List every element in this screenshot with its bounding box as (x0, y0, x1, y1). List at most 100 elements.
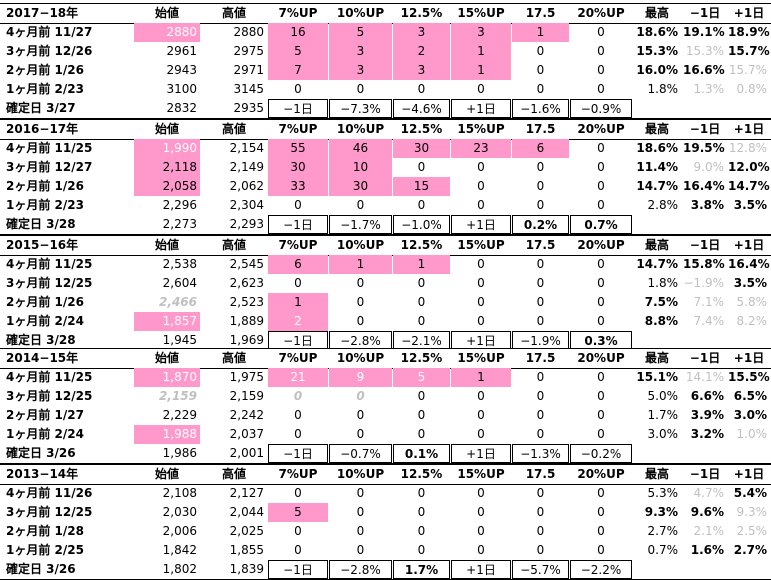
cell-high[interactable]: 2,159 (229, 389, 264, 403)
cell-u15[interactable]: 0 (477, 486, 485, 500)
cell-max[interactable]: 11.4% (636, 160, 678, 174)
cell-m1[interactable]: 9.0% (693, 160, 725, 174)
cell-u15[interactable]: 0 (477, 179, 485, 193)
cell-open[interactable]: 1,988 (134, 425, 200, 444)
cell-m1[interactable]: 16.6% (683, 63, 725, 77)
cell-label[interactable]: 4ヶ月前 11/25 (6, 370, 93, 384)
cell-open[interactable]: 2,030 (162, 505, 197, 519)
cell-open[interactable]: 2,108 (162, 486, 197, 500)
confirm-open[interactable]: 1,945 (162, 333, 197, 347)
cell-u125[interactable]: 0 (417, 486, 426, 500)
cell-u175[interactable]: 0 (536, 276, 545, 290)
cell-u15[interactable]: 3 (451, 23, 511, 42)
confirm-high[interactable]: 1,969 (229, 333, 264, 347)
cell-u125[interactable]: 0 (417, 427, 426, 441)
cell-u7[interactable]: 0 (294, 276, 302, 290)
column-header[interactable]: 10%UP (336, 238, 385, 252)
cell-m1[interactable]: 14.1% (685, 370, 724, 384)
cell-u10[interactable]: 10 (329, 158, 392, 177)
column-header[interactable]: 10%UP (336, 467, 385, 481)
cell-u15[interactable]: 0 (477, 389, 485, 403)
cell-label[interactable]: 3ヶ月前 12/27 (6, 160, 93, 174)
column-header[interactable]: 7%UP (278, 238, 318, 252)
confirm-label[interactable]: 確定日 3/28 (6, 333, 76, 347)
column-header[interactable]: 20%UP (577, 351, 625, 365)
cell-label[interactable]: 2ヶ月前 1/26 (6, 179, 84, 193)
column-header[interactable]: 最高 (644, 467, 669, 481)
cell-u125[interactable]: 0 (417, 408, 426, 422)
cell-u10[interactable]: 0 (356, 314, 365, 328)
cell-u125[interactable]: 0 (417, 389, 426, 403)
cell-u20[interactable]: 0 (597, 141, 605, 155)
confirm-high[interactable]: 2935 (233, 101, 264, 115)
cell-u125[interactable]: 5 (393, 368, 450, 387)
cell-high[interactable]: 2,037 (229, 427, 264, 441)
cell-u125[interactable]: 0 (417, 295, 426, 309)
cell-u125[interactable]: 2 (393, 42, 450, 61)
column-header[interactable]: 7%UP (278, 467, 318, 481)
cell-u20[interactable]: 0 (597, 370, 605, 384)
cell-u125[interactable]: 0 (417, 276, 426, 290)
cell-m1[interactable]: 6.6% (690, 389, 724, 403)
cell-open[interactable]: 2,058 (134, 177, 200, 196)
cell-label[interactable]: 2ヶ月前 1/27 (6, 408, 84, 422)
confirm-label[interactable]: 確定日 3/26 (6, 446, 76, 460)
cell-u7[interactable]: 0 (294, 198, 302, 212)
cell-open[interactable]: 2,604 (162, 276, 197, 290)
cell-u20[interactable]: 0 (597, 524, 605, 538)
cell-high[interactable]: 2,242 (229, 408, 264, 422)
cell-max[interactable]: 1.8% (647, 276, 679, 290)
cell-u10[interactable]: 1 (329, 255, 392, 274)
column-header[interactable]: 17.5 (525, 467, 556, 481)
confirm-open[interactable]: 1,986 (162, 446, 197, 460)
cell-u15[interactable]: 0 (477, 82, 485, 96)
cell-label[interactable]: 2ヶ月前 1/26 (6, 63, 84, 77)
cell-u125[interactable]: 0 (417, 198, 426, 212)
cell-u20[interactable]: 0 (597, 505, 605, 519)
column-header[interactable]: 始値 (154, 351, 179, 365)
cell-p1[interactable]: 3.0% (733, 408, 767, 422)
cell-u7[interactable]: 6 (268, 255, 328, 274)
column-header[interactable]: −1日 (689, 238, 721, 252)
column-header[interactable]: 20%UP (577, 238, 625, 252)
cell-p1[interactable]: 2.7% (733, 543, 767, 557)
cell-max[interactable]: 14.7% (636, 179, 678, 193)
cell-m1[interactable]: 15.8% (683, 257, 725, 271)
cell-u175[interactable]: 1 (512, 23, 569, 42)
confirm-u175[interactable]: −1.6% (512, 99, 569, 118)
cell-p1[interactable]: 15.5% (728, 370, 770, 384)
cell-u125[interactable]: 0 (417, 524, 426, 538)
cell-u125[interactable]: 0 (417, 314, 426, 328)
cell-p1[interactable]: 0.8% (736, 82, 768, 96)
confirm-label[interactable]: 確定日 3/28 (6, 217, 76, 231)
cell-m1[interactable]: 7.1% (693, 295, 725, 309)
cell-m1[interactable]: −1.9% (683, 276, 724, 290)
cell-label[interactable]: 4ヶ月前 11/25 (6, 141, 93, 155)
cell-u7[interactable]: 0 (294, 486, 302, 500)
cell-u20[interactable]: 0 (597, 543, 605, 557)
column-header[interactable]: −1日 (689, 6, 721, 20)
cell-u20[interactable]: 0 (597, 179, 605, 193)
cell-label[interactable]: 3ヶ月前 12/25 (6, 505, 93, 519)
cell-max[interactable]: 15.3% (636, 44, 678, 58)
cell-u10[interactable]: 0 (356, 389, 365, 403)
confirm-u125[interactable]: 1.7% (393, 560, 450, 579)
cell-u20[interactable]: 0 (597, 408, 605, 422)
cell-u7[interactable]: 21 (268, 368, 328, 387)
cell-u10[interactable]: 0 (356, 427, 365, 441)
cell-p1[interactable]: 15.7% (728, 44, 770, 58)
cell-open[interactable]: 2943 (166, 63, 197, 77)
cell-max[interactable]: 2.8% (647, 198, 679, 212)
column-header[interactable]: 始値 (154, 238, 179, 252)
cell-u175[interactable]: 0 (536, 314, 545, 328)
column-header[interactable]: 15%UP (457, 122, 505, 136)
cell-open[interactable]: 1,857 (134, 312, 200, 331)
confirm-u125[interactable]: 0.1% (393, 444, 450, 463)
cell-u15[interactable]: 0 (477, 198, 485, 212)
confirm-label[interactable]: 確定日 3/27 (6, 101, 76, 115)
year-label[interactable]: 2016−17年 (6, 122, 79, 136)
cell-u15[interactable]: 0 (477, 295, 485, 309)
cell-high[interactable]: 2880 (233, 25, 264, 39)
cell-m1[interactable]: 19.1% (683, 25, 725, 39)
column-header[interactable]: +1日 (733, 351, 765, 365)
